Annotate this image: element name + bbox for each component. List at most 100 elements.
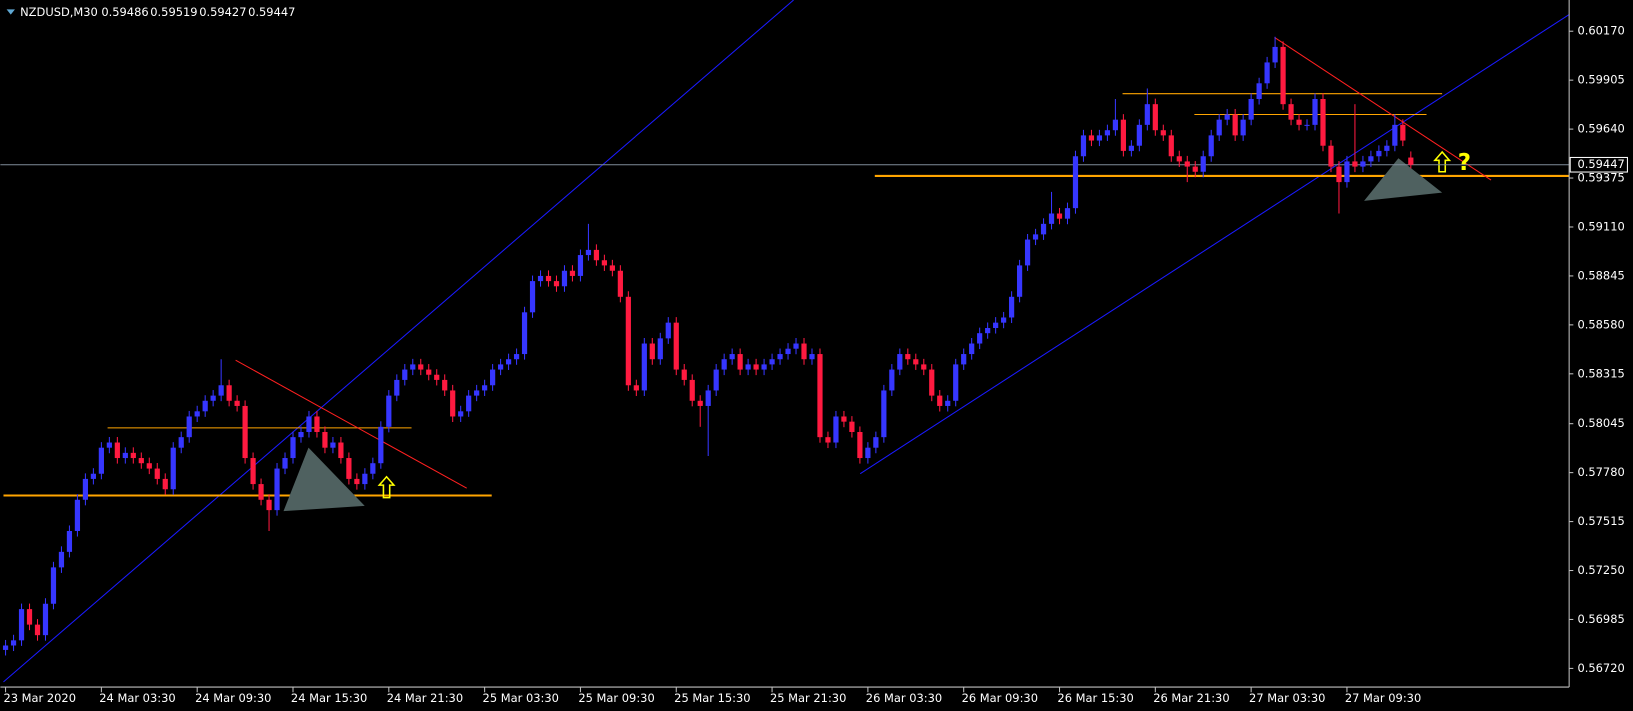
candle-body [354,478,360,485]
candle-body [953,364,959,401]
candle-body [1104,130,1111,136]
candle-body [1368,156,1374,162]
candle-body [74,499,81,531]
trend-line [859,14,1570,475]
candle-body [1344,161,1350,183]
candle-body [769,359,775,365]
candle-body [1288,104,1294,120]
y-tick-label: 0.59640 [1577,122,1624,136]
x-tick-label: 24 Mar 21:30 [387,691,463,705]
candle-body [1304,124,1310,126]
candle-body [937,395,943,406]
candle-body [1232,114,1238,136]
candle-body [1056,213,1063,219]
candle-body [689,379,695,401]
candle-body [929,369,935,396]
candle-body [394,379,400,396]
current-price-label: 0.59447 [1577,157,1624,171]
candle-body [777,354,783,360]
triangle-pattern [283,447,365,512]
candle-body [170,447,176,490]
header-open: 0.59486 [101,5,148,19]
y-tick-label: 0.58580 [1577,317,1624,331]
candle-body [865,447,871,459]
candle-body [1408,157,1414,165]
candle-body [82,478,89,500]
candle-body [729,354,735,360]
candle-body [1072,156,1079,209]
candle-body [234,400,240,406]
candle-body [242,405,248,459]
candle-body [657,338,663,360]
candle-body [913,359,919,365]
candle-body [713,369,719,391]
candle-body [1184,161,1190,167]
candle-body [1376,150,1382,157]
x-tick-label: 26 Mar 21:30 [1153,691,1229,705]
candle-body [761,364,767,370]
candle-body [482,385,488,391]
candle-body [1080,135,1087,157]
candle-body [1064,208,1071,219]
menu-icon[interactable] [6,9,15,15]
down-trend-line [235,359,467,489]
candle-body [138,458,144,464]
candle-body [601,260,607,266]
candle-body [362,473,368,485]
candle-body [1240,119,1246,136]
candle-body [1200,156,1206,172]
candle-body [809,354,815,360]
header-high: 0.59519 [150,5,197,19]
candle-body [1096,135,1103,141]
candle-body [1328,145,1334,167]
candle-body [1256,83,1262,99]
candle-body [330,442,336,448]
candle-body [426,369,432,375]
candle-body [90,473,96,479]
candle-body [1360,161,1366,167]
candle-body [10,640,17,646]
candle-body [402,369,408,380]
candle-body [194,411,200,417]
candle-body [290,437,296,459]
candle-body [849,421,855,432]
candle-body [617,270,623,297]
candle-body [474,390,480,396]
candle-body [537,275,544,282]
candle-body [210,395,216,401]
candle-body [218,385,224,396]
x-tick-label: 24 Mar 09:30 [195,691,271,705]
y-tick-label: 0.60170 [1577,24,1624,38]
candle-body [873,437,879,448]
triangle-pattern [1364,158,1443,201]
x-tick-label: 26 Mar 15:30 [1057,691,1133,705]
candle-body [162,478,168,490]
current-price-box [1569,156,1628,173]
candle-body [202,400,208,412]
candle-body [186,416,192,438]
y-tick-label: 0.57250 [1577,563,1624,577]
candle-body [1128,145,1134,151]
trend-line [3,0,794,683]
candle-body [513,354,520,360]
candle-body [1009,296,1015,318]
candle-body [1040,223,1047,235]
y-tick-label: 0.59375 [1577,171,1624,185]
candle-body [881,390,887,438]
candle-body [1112,119,1119,131]
candle-body [577,255,584,276]
x-tick-label: 27 Mar 03:30 [1249,691,1325,705]
candle-body [1024,239,1031,266]
y-tick-label: 0.58045 [1577,416,1624,430]
candle-body [529,281,536,313]
x-tick-label: 24 Mar 03:30 [99,691,175,705]
x-tick-label: 25 Mar 03:30 [483,691,559,705]
candle-body [737,354,743,370]
up-arrow [1433,150,1452,173]
candle-body [178,437,184,448]
candle-body [857,431,863,459]
candle-body [1224,114,1230,120]
candle-body [593,249,600,261]
candle-body [346,458,352,479]
candle-body [993,322,999,329]
